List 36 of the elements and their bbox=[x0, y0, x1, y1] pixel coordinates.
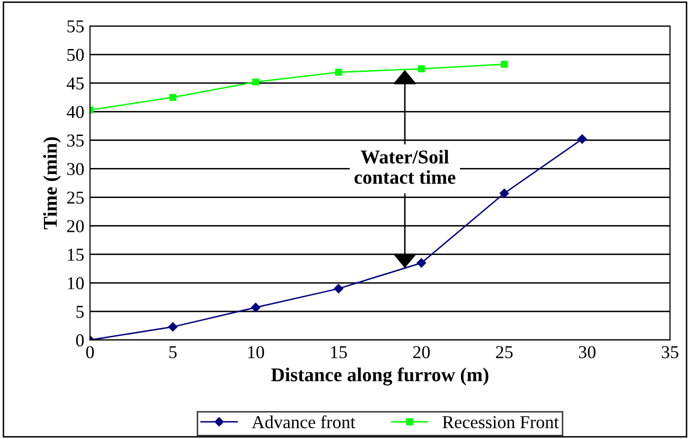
y-tick-label: 40 bbox=[66, 106, 84, 118]
point bbox=[168, 322, 178, 332]
x-axis-title: Distance along furrow (m) bbox=[271, 367, 488, 386]
y-tick-label: 35 bbox=[67, 134, 84, 147]
point bbox=[334, 284, 344, 294]
y-axis-title: Time (min) bbox=[43, 137, 61, 230]
legend-label: Advance front bbox=[252, 415, 356, 428]
point bbox=[500, 60, 508, 68]
x-tick-label: 15 bbox=[331, 346, 347, 358]
x-tick-label: 30 bbox=[578, 346, 596, 358]
point bbox=[252, 78, 260, 86]
point bbox=[251, 302, 260, 312]
x-tick-label: 35 bbox=[662, 346, 678, 358]
x-tick-label: 20 bbox=[413, 346, 430, 358]
point bbox=[578, 134, 587, 144]
point bbox=[169, 94, 176, 101]
y-tick-label: 10 bbox=[68, 277, 84, 290]
y-tick-label: 5 bbox=[76, 306, 84, 318]
y-tick-label: 30 bbox=[67, 162, 84, 176]
y-tick-label: 50 bbox=[67, 48, 84, 61]
annotation: Water/Soil contact time bbox=[354, 150, 456, 184]
point bbox=[335, 68, 342, 76]
y-tick-label: 15 bbox=[68, 248, 84, 261]
y-tick-label: 0 bbox=[76, 334, 84, 346]
x-tick-label: 0 bbox=[86, 346, 94, 358]
y-tick-label: 20 bbox=[67, 220, 84, 232]
point bbox=[500, 188, 509, 198]
y-tick-label: 45 bbox=[66, 77, 84, 90]
point bbox=[416, 258, 426, 268]
point bbox=[418, 65, 425, 72]
x-tick-label: 10 bbox=[248, 346, 264, 358]
y-tick-label: 55 bbox=[67, 20, 84, 32]
y-tick-label: 25 bbox=[67, 192, 84, 204]
x-tick-label: 25 bbox=[496, 346, 513, 358]
x-tick-label: 5 bbox=[169, 346, 177, 358]
legend-label: Recession Front bbox=[442, 416, 559, 428]
